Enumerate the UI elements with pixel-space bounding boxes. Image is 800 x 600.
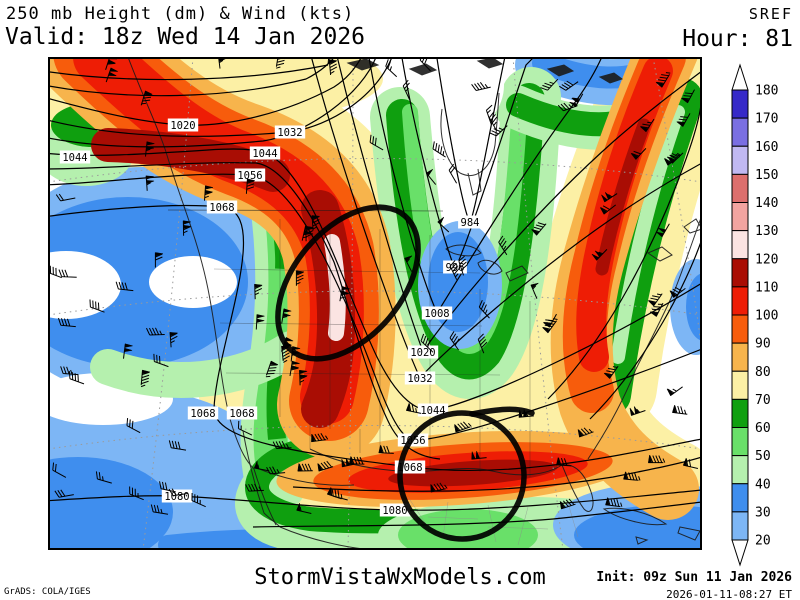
colorbar-tick-label: 130 — [755, 224, 778, 239]
colorbar-box-60-70 — [732, 399, 748, 427]
weather-map: 1020103210441044105610689849961008102010… — [48, 57, 702, 550]
colorbar-tick-label: 60 — [755, 421, 771, 436]
colorbar-box-150-160 — [732, 146, 748, 174]
model-name: SREF — [749, 5, 793, 23]
colorbar-box-50-60 — [732, 428, 748, 456]
colorbar-box-160-170 — [732, 118, 748, 146]
colorbar-tick-label: 150 — [755, 168, 778, 183]
colorbar-arrow-up — [732, 65, 748, 90]
contour-label: 996 — [446, 262, 465, 274]
colorbar-box-130-140 — [732, 203, 748, 231]
colorbar-box-100-110 — [732, 287, 748, 315]
contour-label: 1068 — [190, 408, 215, 420]
colorbar-tick-label: 90 — [755, 337, 771, 352]
colorbar-box-40-50 — [732, 456, 748, 484]
colorbar-box-90-100 — [732, 315, 748, 343]
colorbar-box-120-130 — [732, 231, 748, 259]
contour-label: 1068 — [229, 408, 254, 420]
colorbar-box-110-120 — [732, 259, 748, 287]
colorbar-tick-label: 180 — [755, 84, 778, 99]
colorbar-box-140-150 — [732, 174, 748, 202]
colorbar-box-70-80 — [732, 371, 748, 399]
wind-speed-fill — [48, 57, 702, 550]
colorbar-arrow-down — [732, 540, 748, 565]
colorbar-tick-label: 100 — [755, 309, 778, 324]
contour-label: 1068 — [209, 202, 234, 214]
colorbar-tick-label: 170 — [755, 112, 778, 127]
colorbar-tick-label: 30 — [755, 505, 771, 520]
contour-label: 1020 — [410, 347, 435, 359]
colorbar-tick-label: 80 — [755, 365, 771, 380]
colorbar-box-80-90 — [732, 343, 748, 371]
colorbar-tick-label: 140 — [755, 196, 778, 211]
forecast-hour: Hour: 81 — [682, 26, 793, 52]
weather-chart-page: 250 mb Height (dm) & Wind (kts) SREF Val… — [0, 0, 800, 600]
contour-label: 1044 — [252, 148, 277, 160]
grads-credit: GrADS: COLA/IGES — [4, 587, 91, 597]
valid-time: Valid: 18z Wed 14 Jan 2026 — [5, 24, 365, 50]
contour-label: 1032 — [407, 373, 432, 385]
init-timestamp: 2026-01-11-08:27 ET — [666, 588, 792, 600]
colorbar-box-170-180 — [732, 90, 748, 118]
colorbar-tick-label: 120 — [755, 252, 778, 267]
contour-label: 984 — [461, 217, 480, 229]
contour-label: 1032 — [277, 127, 302, 139]
contour-label: 1080 — [382, 505, 407, 517]
contour-label: 1020 — [170, 120, 195, 132]
colorbar-tick-label: 50 — [755, 449, 771, 464]
watermark: StormVistaWxModels.com — [254, 565, 545, 590]
colorbar: 180 170 160 150 140 130 120 110 100 90 80 70 60 50 40 3… — [724, 57, 800, 577]
init-time: Init: 09z Sun 11 Jan 2026 — [596, 570, 792, 585]
colorbar-tick-label: 40 — [755, 477, 771, 492]
chart-title: 250 mb Height (dm) & Wind (kts) — [6, 4, 354, 24]
colorbar-box-30-40 — [732, 484, 748, 512]
colorbar-tick-label: 20 — [755, 534, 771, 549]
contour-label: 1044 — [62, 152, 87, 164]
colorbar-tick-label: 70 — [755, 393, 771, 408]
colorbar-box-20-30 — [732, 512, 748, 540]
contour-label: 1008 — [424, 308, 449, 320]
colorbar-tick-label: 160 — [755, 140, 778, 155]
contour-label: 1080 — [164, 491, 189, 503]
colorbar-tick-label: 110 — [755, 280, 778, 295]
